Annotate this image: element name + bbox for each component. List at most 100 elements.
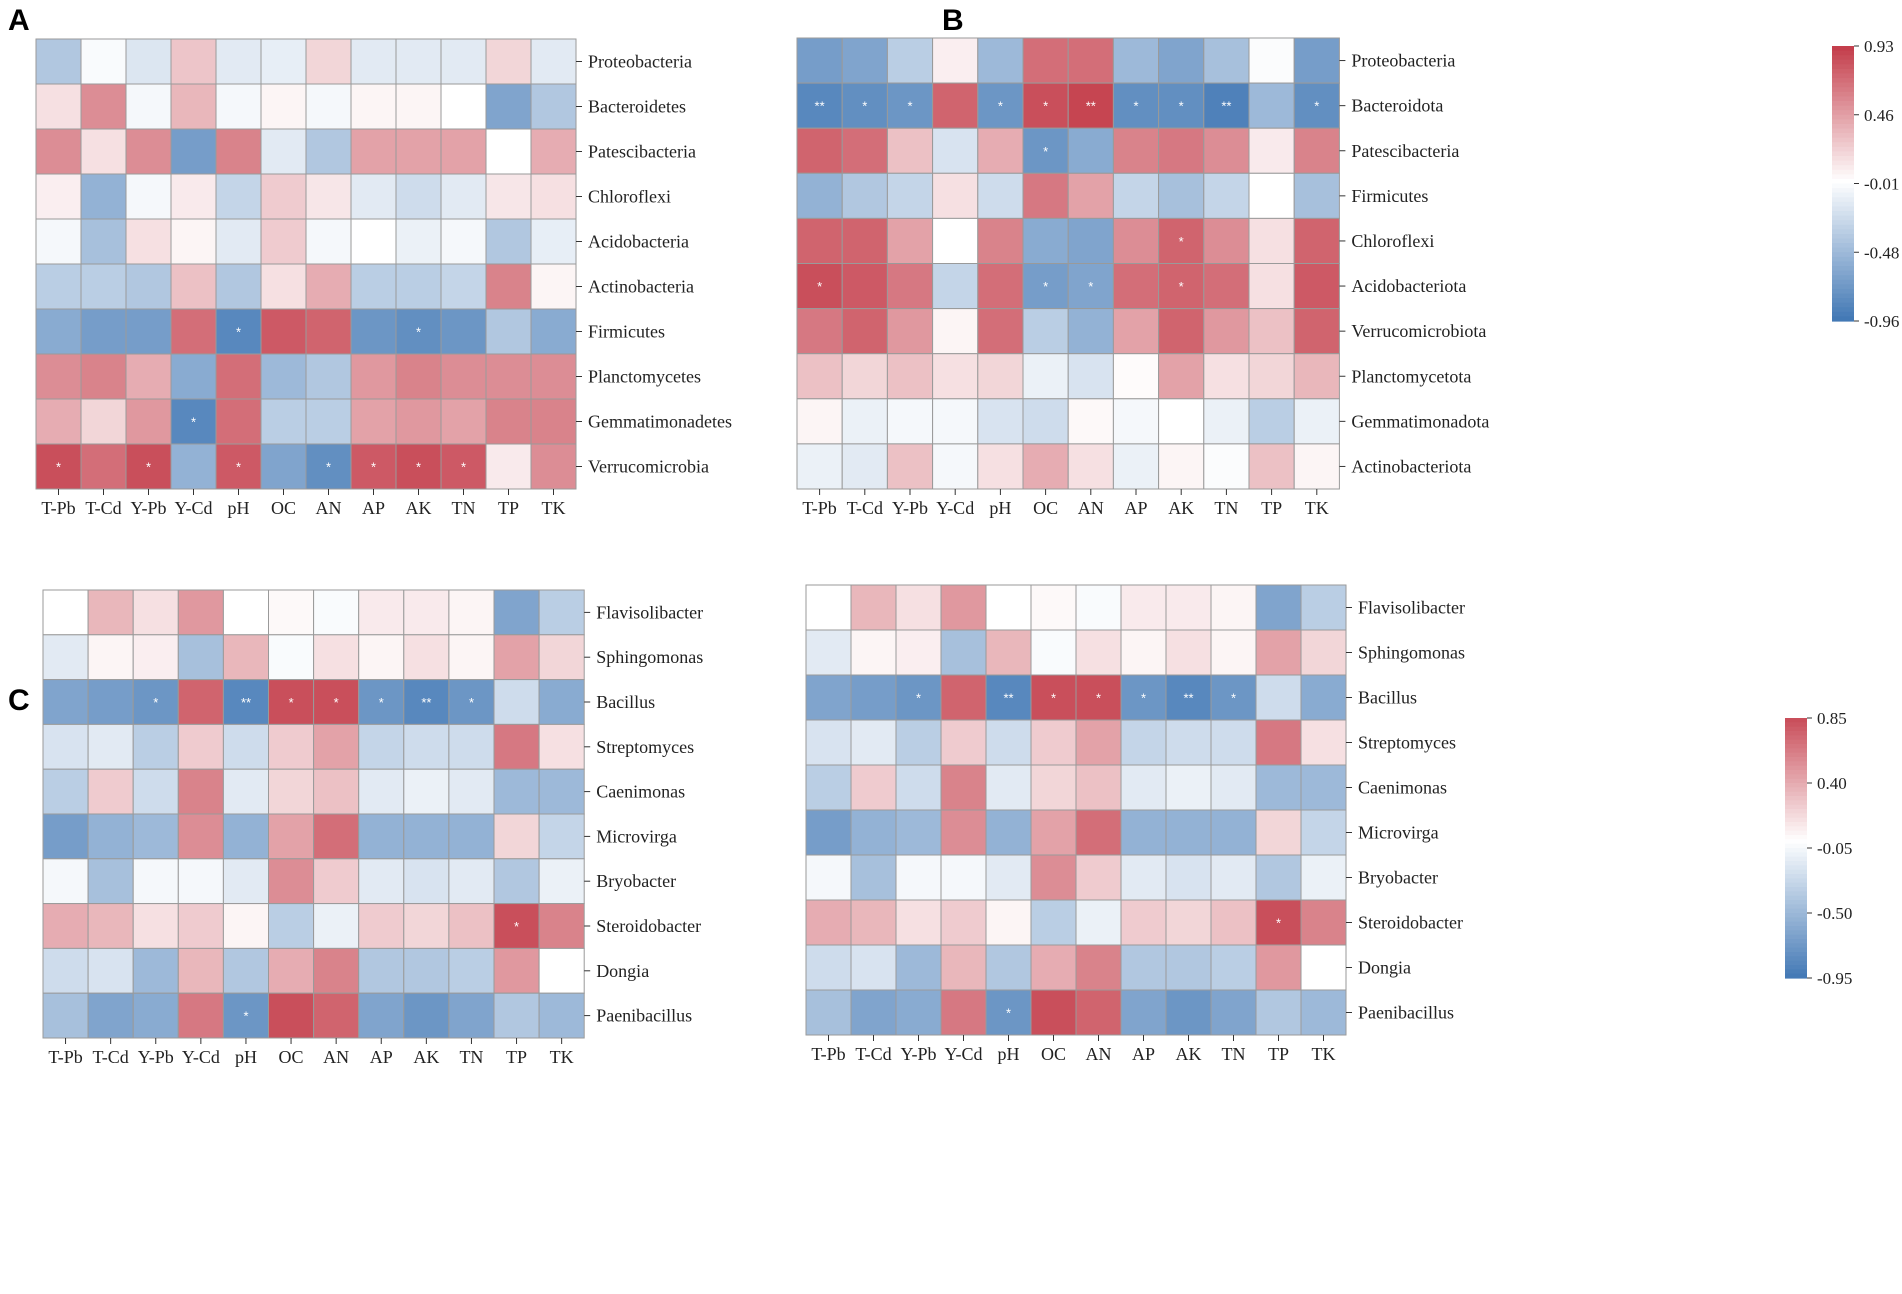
heatmap-cell — [268, 723, 315, 770]
panel-d: D***********FlavisolibacterSphingomonasB… — [805, 584, 1852, 1064]
heatmap-cell — [485, 308, 532, 355]
heatmap-cell — [1158, 353, 1205, 400]
colorbar-step — [1785, 960, 1807, 966]
heatmap-cell — [260, 353, 307, 400]
colorbar-step — [1785, 731, 1807, 736]
heatmap-cell — [940, 764, 987, 811]
heatmap-cell — [940, 944, 987, 991]
heatmap-cell — [805, 629, 852, 676]
colorbar-step — [1832, 50, 1854, 56]
heatmap-cell — [87, 903, 134, 949]
heatmap-cell — [1248, 443, 1295, 490]
heatmap-cell — [132, 858, 179, 905]
heatmap-cell — [841, 172, 888, 219]
heatmap-cell — [87, 589, 134, 636]
heatmap-cell — [448, 679, 495, 725]
heatmap-cell — [1248, 217, 1295, 264]
heatmap-cell — [1203, 217, 1250, 264]
col-label: T-Pb — [802, 498, 836, 518]
heatmap-cell — [1165, 719, 1212, 766]
heatmap-cell — [1248, 398, 1295, 445]
colorbar-step — [1832, 307, 1854, 313]
heatmap-cell — [440, 308, 487, 355]
heatmap-cell — [87, 858, 134, 905]
heatmap-cell — [538, 813, 585, 860]
heatmap-cell — [985, 809, 1032, 856]
heatmap-cell — [850, 719, 897, 766]
row-label: Microvirga — [1358, 823, 1439, 843]
heatmap-cell — [80, 398, 127, 445]
heatmap-cell — [932, 37, 979, 84]
colorbar-step — [1832, 64, 1854, 70]
col-label: T-Pb — [41, 498, 75, 518]
colorbar-step — [1832, 256, 1854, 263]
heatmap-cell — [530, 83, 577, 130]
heatmap-cell — [1248, 127, 1295, 174]
col-label: TN — [1222, 1044, 1246, 1064]
heatmap-cell — [1030, 719, 1077, 766]
heatmap-cell — [177, 992, 224, 1039]
heatmap-cell — [1075, 854, 1122, 901]
heatmap-cell — [350, 353, 397, 400]
heatmap-cell — [305, 353, 352, 400]
heatmap-cell — [1165, 629, 1212, 676]
col-label: AN — [323, 1047, 349, 1067]
colorbar-step — [1832, 105, 1854, 111]
heatmap-cell — [1293, 308, 1340, 355]
colorbar-step — [1832, 133, 1854, 139]
heatmap-cell — [313, 634, 360, 681]
colorbar: 0.93 0.46 -0.01 -0.48 -0.96 — [1832, 37, 1899, 331]
heatmap-cell — [177, 858, 224, 905]
heatmap-cell — [1165, 944, 1212, 991]
significance-mark: * — [1051, 691, 1056, 706]
heatmap-cell — [1112, 353, 1160, 400]
col-label: OC — [1033, 498, 1058, 518]
heatmap-cell — [132, 723, 179, 770]
heatmap-cell — [1165, 854, 1212, 901]
heatmap-cell — [305, 218, 352, 265]
heatmap-cell — [260, 83, 307, 130]
heatmap-cell — [985, 629, 1032, 676]
heatmap-cell — [395, 38, 442, 85]
heatmap-cell — [530, 353, 577, 400]
heatmap-cell — [538, 634, 585, 681]
heatmap-cell — [132, 903, 179, 949]
heatmap-cell — [1293, 443, 1340, 490]
colorbar-step — [1832, 178, 1854, 185]
heatmap-cell — [493, 858, 540, 905]
colorbar-step — [1785, 861, 1807, 866]
heatmap-cell — [222, 634, 269, 681]
heatmap-cell — [1067, 217, 1114, 264]
heatmap-cell — [170, 128, 217, 175]
heatmap-cell — [35, 173, 82, 220]
significance-mark: * — [907, 99, 912, 114]
panel-label: B — [942, 4, 964, 37]
heatmap-cell — [530, 263, 577, 310]
heatmap-cell — [932, 353, 979, 400]
heatmap-cell — [850, 629, 897, 676]
heatmap-cell — [805, 584, 852, 631]
col-label: TP — [506, 1047, 527, 1067]
colorbar-tick-label: -0.50 — [1817, 904, 1852, 923]
heatmap-cell — [538, 903, 585, 949]
colorbar-step — [1785, 908, 1807, 914]
heatmap-cell — [805, 854, 852, 901]
heatmap-cell — [485, 443, 532, 490]
col-label: OC — [1041, 1044, 1066, 1064]
heatmap-cell — [1248, 37, 1295, 84]
col-label: TK — [542, 498, 566, 518]
heatmap-cell — [1203, 308, 1250, 355]
heatmap-cell — [42, 589, 89, 636]
colorbar-step — [1832, 68, 1854, 75]
heatmap-cell — [805, 674, 852, 721]
colorbar-step — [1832, 96, 1854, 102]
heatmap-cell — [850, 674, 897, 721]
heatmap-cell — [1120, 629, 1167, 676]
colorbar-step — [1832, 91, 1854, 98]
heatmap-cell — [530, 173, 577, 220]
heatmap-cell — [215, 173, 262, 220]
heatmap-cell — [850, 854, 897, 901]
heatmap-cell — [35, 353, 82, 400]
heatmap-cell — [796, 443, 843, 490]
colorbar-step — [1785, 913, 1807, 918]
